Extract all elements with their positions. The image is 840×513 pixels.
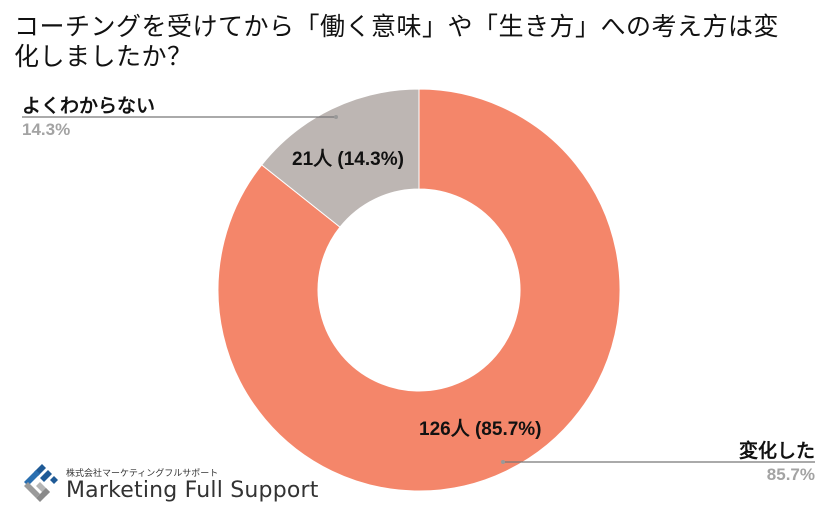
chart-title-line1: コーチングを受けてから「働く意味」や「生き方」への考え方は変 — [14, 12, 780, 41]
chart-title: コーチングを受けてから「働く意味」や「生き方」への考え方は変 化しましたか？ — [14, 12, 814, 72]
chart-title-line2: 化しましたか？ — [14, 42, 193, 71]
logo-company-jp: 株式会社マーケティングフルサポート — [66, 469, 219, 479]
legend-pct-changed: 85.7% — [766, 465, 815, 484]
data-label-unsure: 21人 (14.3%) — [292, 149, 404, 170]
logo-mark-icon — [24, 464, 58, 502]
legend-pct-unsure: 14.3% — [22, 120, 71, 139]
company-logo: 株式会社マーケティングフルサポート Marketing Full Support — [20, 460, 320, 510]
legend-label-changed: 変化した — [738, 440, 815, 462]
logo-company-en: Marketing Full Support — [66, 478, 319, 503]
legend-label-unsure: よくわからない — [22, 95, 156, 117]
slice-changed[interactable] — [217, 88, 621, 492]
data-label-changed: 126人 (85.7%) — [419, 419, 542, 440]
slice-unsure[interactable] — [260, 88, 420, 228]
